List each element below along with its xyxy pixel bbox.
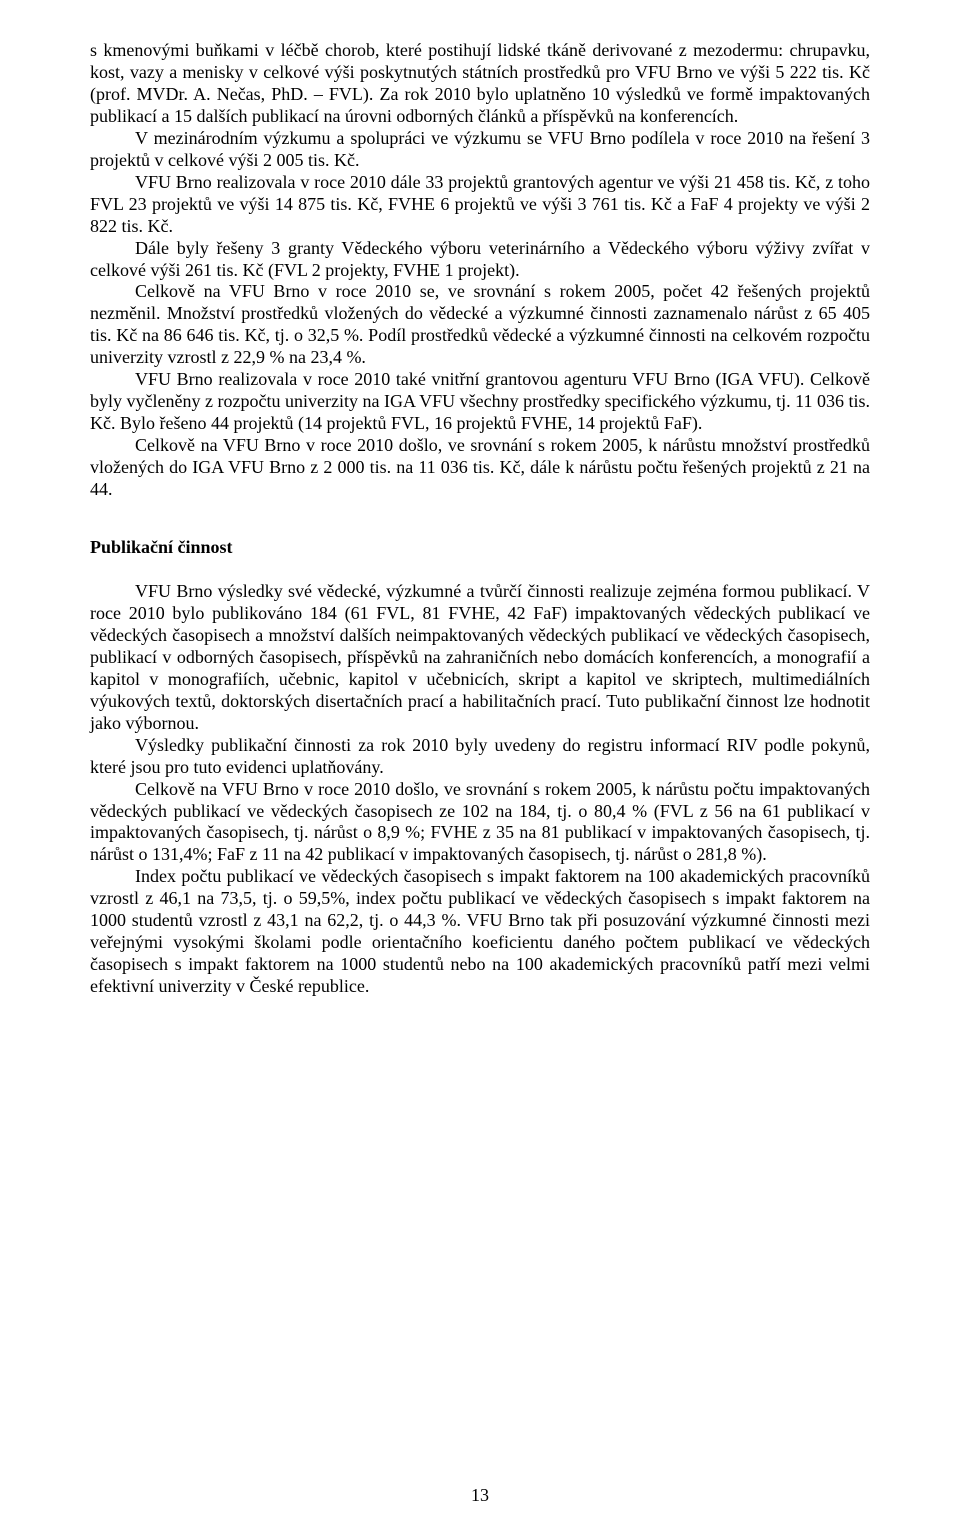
paragraph: V mezinárodním výzkumu a spolupráci ve v… <box>90 128 870 172</box>
paragraph: Celkově na VFU Brno v roce 2010 se, ve s… <box>90 281 870 369</box>
paragraph: Dále byly řešeny 3 granty Vědeckého výbo… <box>90 238 870 282</box>
paragraph: VFU Brno výsledky své vědecké, výzkumné … <box>90 581 870 735</box>
document-page: s kmenovými buňkami v léčbě chorob, kter… <box>0 0 960 1537</box>
paragraph: VFU Brno realizovala v roce 2010 také vn… <box>90 369 870 435</box>
paragraph: Celkově na VFU Brno v roce 2010 došlo, v… <box>90 779 870 867</box>
paragraph: VFU Brno realizovala v roce 2010 dále 33… <box>90 172 870 238</box>
paragraph: Index počtu publikací ve vědeckých časop… <box>90 866 870 998</box>
page-number: 13 <box>0 1485 960 1507</box>
section-heading: Publikační činnost <box>90 537 870 559</box>
paragraph: Výsledky publikační činnosti za rok 2010… <box>90 735 870 779</box>
paragraph: Celkově na VFU Brno v roce 2010 došlo, v… <box>90 435 870 501</box>
paragraph: s kmenovými buňkami v léčbě chorob, kter… <box>90 40 870 128</box>
